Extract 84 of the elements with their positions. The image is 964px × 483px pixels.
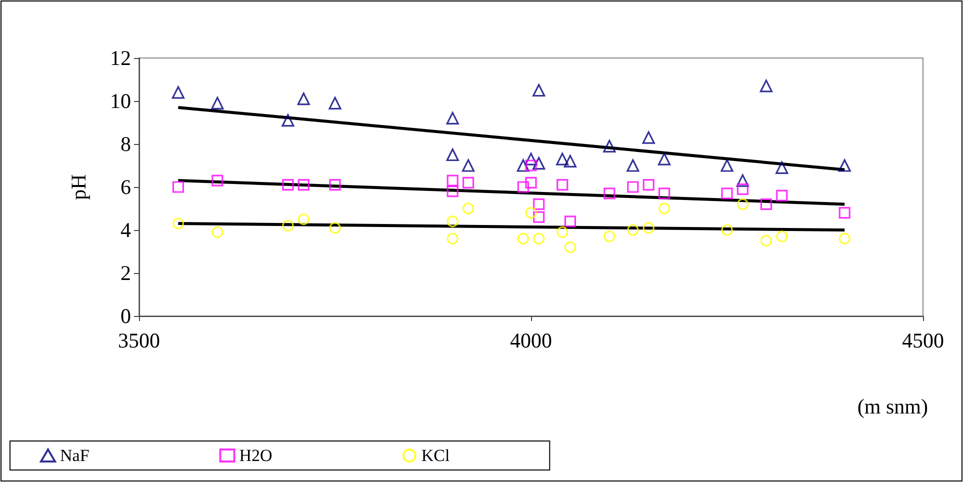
x-tick-label: 4500 <box>902 328 944 352</box>
point <box>516 159 530 172</box>
point <box>556 179 568 191</box>
point <box>642 179 654 191</box>
point <box>604 188 616 200</box>
legend-label: KCl <box>421 446 450 465</box>
point <box>658 188 670 200</box>
y-tick-label: 12 <box>110 46 131 70</box>
point <box>642 222 654 234</box>
y-axis-title: pH <box>66 174 90 200</box>
point <box>172 181 184 193</box>
point <box>446 232 458 244</box>
point <box>603 140 616 152</box>
point <box>556 152 569 166</box>
x-axis-title: (m snm) <box>857 394 928 418</box>
point <box>446 186 458 198</box>
point <box>736 183 748 195</box>
point <box>736 174 749 187</box>
legend-label: H2O <box>239 446 272 465</box>
y-tick-label: 2 <box>120 261 131 285</box>
point <box>721 224 733 236</box>
point <box>604 230 616 242</box>
point <box>564 216 576 228</box>
point <box>297 92 310 106</box>
point <box>212 226 224 238</box>
point <box>282 220 294 232</box>
point <box>564 154 576 168</box>
point <box>627 181 639 193</box>
point <box>532 157 546 170</box>
point <box>329 222 341 234</box>
legend-label: NaF <box>60 446 90 465</box>
y-tick-label: 10 <box>110 89 131 113</box>
point <box>838 159 851 172</box>
point <box>211 96 224 110</box>
point <box>642 131 655 144</box>
point <box>721 188 733 200</box>
point <box>298 179 310 191</box>
point <box>329 179 341 191</box>
point <box>462 202 474 214</box>
point <box>658 152 671 166</box>
point <box>776 161 788 174</box>
point <box>282 114 294 127</box>
point <box>517 232 529 244</box>
y-tick-label: 8 <box>120 132 131 156</box>
point <box>533 232 545 244</box>
point <box>760 80 772 92</box>
point <box>446 112 459 124</box>
point <box>446 174 458 186</box>
point <box>172 86 184 99</box>
point <box>525 207 537 219</box>
point <box>328 96 342 110</box>
x-tick-label: 3500 <box>118 328 160 352</box>
point <box>760 234 772 247</box>
point <box>517 181 529 193</box>
point <box>298 213 310 226</box>
point <box>524 152 538 166</box>
point <box>532 84 546 97</box>
point <box>760 198 772 210</box>
point <box>462 159 475 172</box>
point <box>838 207 850 219</box>
point <box>627 224 639 236</box>
point <box>626 159 640 172</box>
y-tick-label: 0 <box>120 304 131 328</box>
point <box>172 218 184 230</box>
point <box>212 174 224 186</box>
x-tick-label: 4000 <box>510 328 552 352</box>
point <box>776 190 788 202</box>
point <box>838 232 850 244</box>
point <box>776 230 788 242</box>
point <box>720 159 734 172</box>
point <box>533 211 545 223</box>
point <box>533 198 545 210</box>
point <box>446 216 458 228</box>
point <box>658 202 670 214</box>
point <box>525 176 537 188</box>
y-tick-label: 4 <box>120 218 132 242</box>
point <box>736 198 748 210</box>
point <box>446 148 459 162</box>
y-tick-label: 6 <box>120 175 131 199</box>
point <box>556 226 568 238</box>
point <box>282 179 294 191</box>
point <box>564 241 576 253</box>
point <box>525 160 537 172</box>
point <box>462 176 474 188</box>
